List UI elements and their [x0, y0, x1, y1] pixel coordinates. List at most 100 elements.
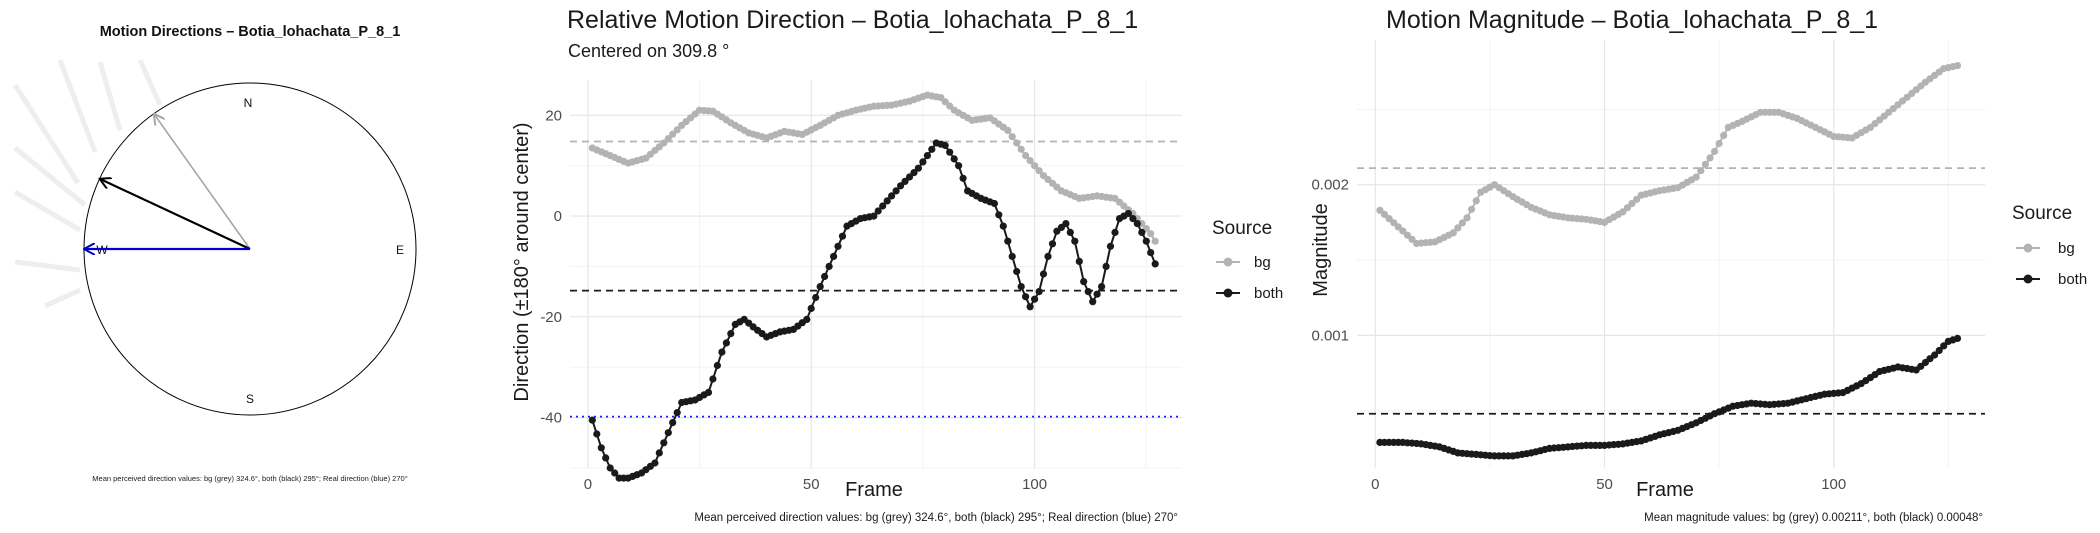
compass-rays: [12, 58, 163, 309]
dir-point-both: [1026, 303, 1034, 311]
dir-point-both: [803, 315, 811, 323]
direction-series: [588, 91, 1159, 482]
dir-point-bg: [1026, 157, 1034, 165]
dir-point-both: [892, 187, 900, 195]
magnitude-grid: [1357, 40, 1985, 468]
mag-point-both: [1935, 346, 1943, 355]
mag-point-bg: [1697, 167, 1705, 175]
direction-chart: Relative Motion Direction – Botia_lohach…: [511, 6, 1283, 524]
dir-point-both: [1008, 252, 1016, 260]
dir-point-both: [718, 348, 726, 356]
dir-point-both: [834, 242, 842, 250]
dir-point-both: [727, 330, 735, 338]
mag-point-bg: [1953, 62, 1962, 70]
dir-point-both: [713, 361, 722, 370]
dir-point-both: [709, 375, 717, 383]
magnitude-series: [1376, 62, 1962, 460]
compass-arrows: [84, 114, 251, 250]
dir-point-bg: [1147, 230, 1155, 238]
dir-y-tick-label: -20: [540, 309, 562, 326]
dir-point-both: [651, 459, 659, 467]
mag-point-both: [1931, 351, 1939, 359]
dir-point-both: [1004, 237, 1012, 245]
dir-point-both: [816, 283, 824, 291]
dir-point-both: [1106, 242, 1115, 250]
mag-point-bg: [1628, 199, 1636, 208]
dir-point-both: [1048, 240, 1057, 248]
dir-point-bg: [1008, 133, 1016, 141]
mag-point-bg: [1701, 160, 1709, 168]
magnitude-legend-bg-key: [2023, 243, 2033, 253]
mag-point-bg: [1408, 235, 1416, 243]
direction-caption: Mean perceived direction values: bg (gre…: [694, 512, 1178, 524]
direction-y-axis-title: Direction (±180° around center): [511, 122, 533, 401]
dir-point-both: [830, 252, 838, 260]
dir-point-both: [660, 439, 668, 447]
compass-panel: Motion Directions – Botia_lohachata_P_8_…: [12, 24, 417, 483]
dir-point-both: [914, 164, 923, 172]
mag-point-bg: [1463, 214, 1471, 222]
dir-series-both: [588, 139, 1159, 482]
mag-point-bg: [1706, 154, 1714, 162]
dir-point-both: [1031, 295, 1039, 303]
dir-point-both: [941, 141, 949, 150]
dir-point-both: [879, 202, 887, 210]
dir-point-both: [673, 409, 681, 417]
dir-point-both: [999, 222, 1007, 230]
mag-point-both: [1940, 342, 1948, 350]
dir-point-both: [1017, 283, 1025, 291]
dir-point-bg: [1013, 139, 1021, 147]
dir-series-bg: [588, 91, 1159, 245]
dir-point-both: [704, 388, 713, 396]
dir-point-bg: [1031, 162, 1039, 170]
dir-point-both: [1080, 278, 1088, 286]
mag-point-bg: [1720, 131, 1728, 139]
magnitude-tick-labels: 0 50 100 0.001 0.002: [1311, 177, 1846, 493]
dir-point-both: [597, 444, 605, 452]
dir-point-both: [990, 199, 999, 208]
dir-point-both: [919, 158, 927, 166]
dir-point-both: [1124, 209, 1132, 218]
dir-point-both: [812, 293, 820, 302]
mag-point-bg: [1458, 219, 1466, 227]
dir-point-both: [1013, 267, 1021, 276]
dir-point-both: [722, 339, 731, 347]
compass-caption: Mean perceived direction values: bg (gre…: [92, 474, 407, 483]
mag-point-bg: [1472, 197, 1480, 205]
direction-legend-bg: bg: [1254, 254, 1271, 271]
dir-point-both: [1035, 288, 1043, 296]
dir-point-both: [655, 449, 663, 457]
dir-point-both: [950, 155, 958, 163]
direction-legend-title: Source: [1212, 218, 1272, 239]
mag-line-both: [1379, 337, 1958, 457]
dir-point-both: [1066, 228, 1074, 236]
dir-point-both: [1071, 237, 1079, 245]
dir-point-both: [1142, 237, 1150, 245]
dir-point-both: [959, 174, 967, 182]
magnitude-chart-title: Motion Magnitude – Botia_lohachata_P_8_1: [1386, 6, 1878, 34]
dir-point-both: [897, 182, 905, 190]
dir-point-both: [1062, 220, 1070, 228]
direction-legend-bg-key: [1223, 257, 1233, 267]
mag-series-bg: [1376, 62, 1962, 248]
mag-point-bg: [1468, 205, 1476, 213]
dir-point-both: [1147, 249, 1155, 257]
mag-point-bg: [1449, 229, 1457, 237]
dir-point-both: [928, 145, 936, 153]
dir-point-both: [838, 232, 847, 240]
dir-point-bg: [1035, 167, 1043, 175]
compass-arrow-bg: [154, 114, 251, 250]
dir-point-both: [611, 469, 619, 477]
dir-point-both: [807, 304, 815, 312]
dir-point-both: [593, 430, 601, 438]
dir-point-both: [946, 148, 954, 156]
magnitude-legend-title: Source: [2012, 203, 2072, 224]
mag-point-bg: [1403, 231, 1411, 239]
dir-point-both: [883, 197, 891, 205]
mag-point-bg: [1619, 208, 1627, 216]
dir-point-bg: [1022, 152, 1030, 160]
dir-point-bg: [941, 98, 949, 106]
mag-x-tick-label: 100: [1821, 476, 1846, 493]
dir-point-both: [1111, 228, 1119, 236]
